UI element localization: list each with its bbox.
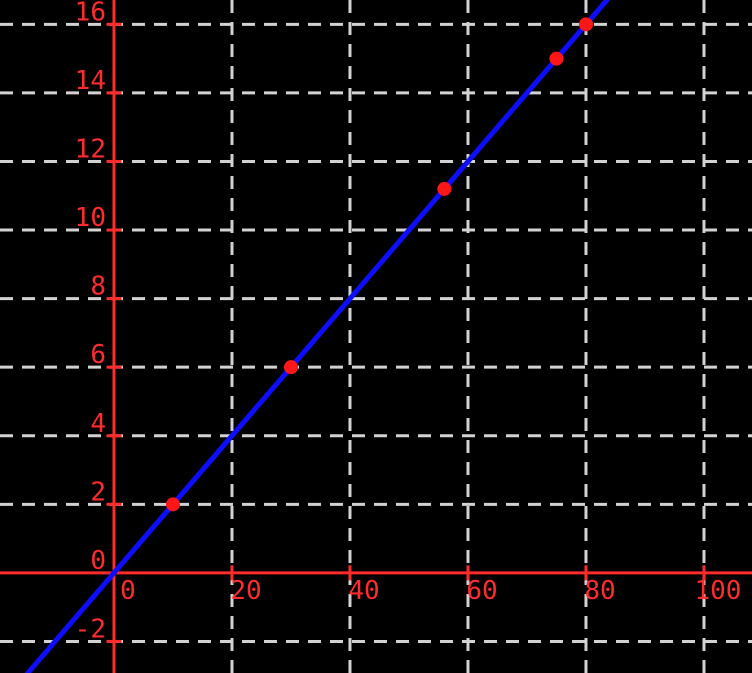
data-point <box>549 51 564 66</box>
y-tick-label: 14 <box>75 66 106 96</box>
x-tick-label: 40 <box>348 576 379 606</box>
data-point <box>165 497 180 512</box>
x-tick-label: 0 <box>120 576 136 606</box>
data-point <box>283 360 298 375</box>
x-tick-label: 100 <box>694 576 741 606</box>
y-tick-label: -2 <box>75 614 106 644</box>
x-tick-label: 80 <box>584 576 615 606</box>
x-tick-label: 60 <box>466 576 497 606</box>
data-point <box>437 181 452 196</box>
x-tick-label: 20 <box>230 576 261 606</box>
y-tick-label: 0 <box>90 546 106 576</box>
y-tick-label: 16 <box>75 0 106 27</box>
data-point <box>578 17 593 32</box>
y-tick-label: 6 <box>90 340 106 370</box>
y-tick-label: 12 <box>75 134 106 164</box>
y-tick-label: 4 <box>90 409 106 439</box>
y-tick-label: 8 <box>90 272 106 302</box>
y-tick-label: 2 <box>90 477 106 507</box>
y-tick-label: 10 <box>75 203 106 233</box>
